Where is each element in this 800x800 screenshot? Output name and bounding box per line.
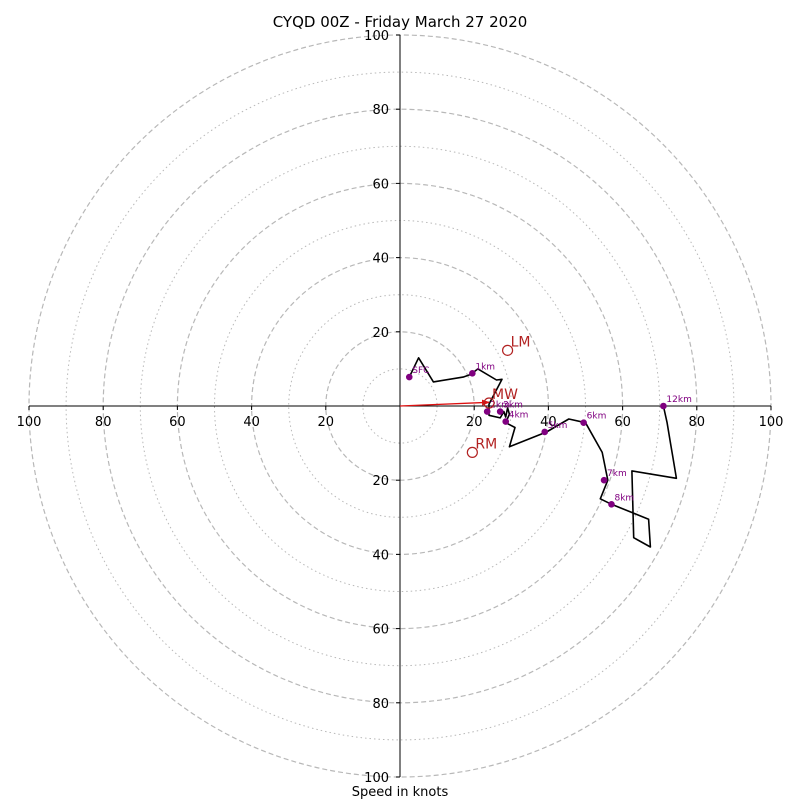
height-marker-label: 5km <box>548 421 568 431</box>
mean-wind-arrow <box>399 399 491 407</box>
x-tick-label: 80 <box>95 415 112 430</box>
height-marker <box>541 428 548 436</box>
height-marker-label: SFC <box>412 366 429 376</box>
x-tick-label: 40 <box>540 415 557 430</box>
y-tick-label: 100 <box>364 771 389 786</box>
y-tick-label: 100 <box>364 29 389 44</box>
height-marker <box>502 418 510 425</box>
height-marker <box>483 408 491 415</box>
height-marker-label: 3km <box>503 401 523 411</box>
height-marker-label: 7km <box>607 469 627 479</box>
x-tick-label: 100 <box>17 415 42 430</box>
height-marker <box>660 402 667 410</box>
x-tick-label: 100 <box>759 415 784 430</box>
height-marker-label: 4km <box>509 411 529 421</box>
height-marker <box>600 476 608 484</box>
storm-motion-label: RM <box>475 436 497 452</box>
storm-motion-marker <box>483 397 495 409</box>
height-marker <box>608 501 615 508</box>
y-tick-label: 60 <box>372 623 389 638</box>
y-tick-label: 20 <box>372 474 389 489</box>
y-tick-label: 40 <box>372 548 389 563</box>
storm-motion-marker <box>466 446 478 458</box>
x-tick-label: 20 <box>466 415 483 430</box>
y-tick-label: 80 <box>372 103 389 118</box>
y-tick-label: 60 <box>372 177 389 192</box>
height-marker <box>496 408 504 415</box>
height-marker <box>580 419 587 426</box>
storm-motion-label: LM <box>511 334 531 350</box>
x-tick-label: 40 <box>243 415 260 430</box>
height-marker-label: 8km <box>614 493 634 503</box>
x-tick-label: 60 <box>169 415 186 430</box>
x-tick-label: 80 <box>689 415 706 430</box>
x-tick-label: 60 <box>614 415 631 430</box>
height-marker <box>469 370 476 377</box>
height-marker-label: 6km <box>587 412 607 422</box>
y-tick-label: 40 <box>372 252 389 267</box>
height-marker-label: 2km <box>490 401 510 411</box>
x-axis-label: Speed in knots <box>352 785 449 800</box>
hodograph-trace <box>408 356 678 548</box>
storm-motion-label: MW <box>492 387 518 403</box>
height-marker-label: 1km <box>475 362 495 372</box>
y-tick-label: 20 <box>372 326 389 341</box>
chart-title: CYQD 00Z - Friday March 27 2020 <box>273 13 528 31</box>
x-tick-label: 20 <box>318 415 335 430</box>
y-tick-label: 80 <box>372 697 389 712</box>
storm-motion-marker <box>501 344 514 356</box>
height-marker <box>405 373 413 381</box>
height-marker-label: 12km <box>666 395 691 405</box>
